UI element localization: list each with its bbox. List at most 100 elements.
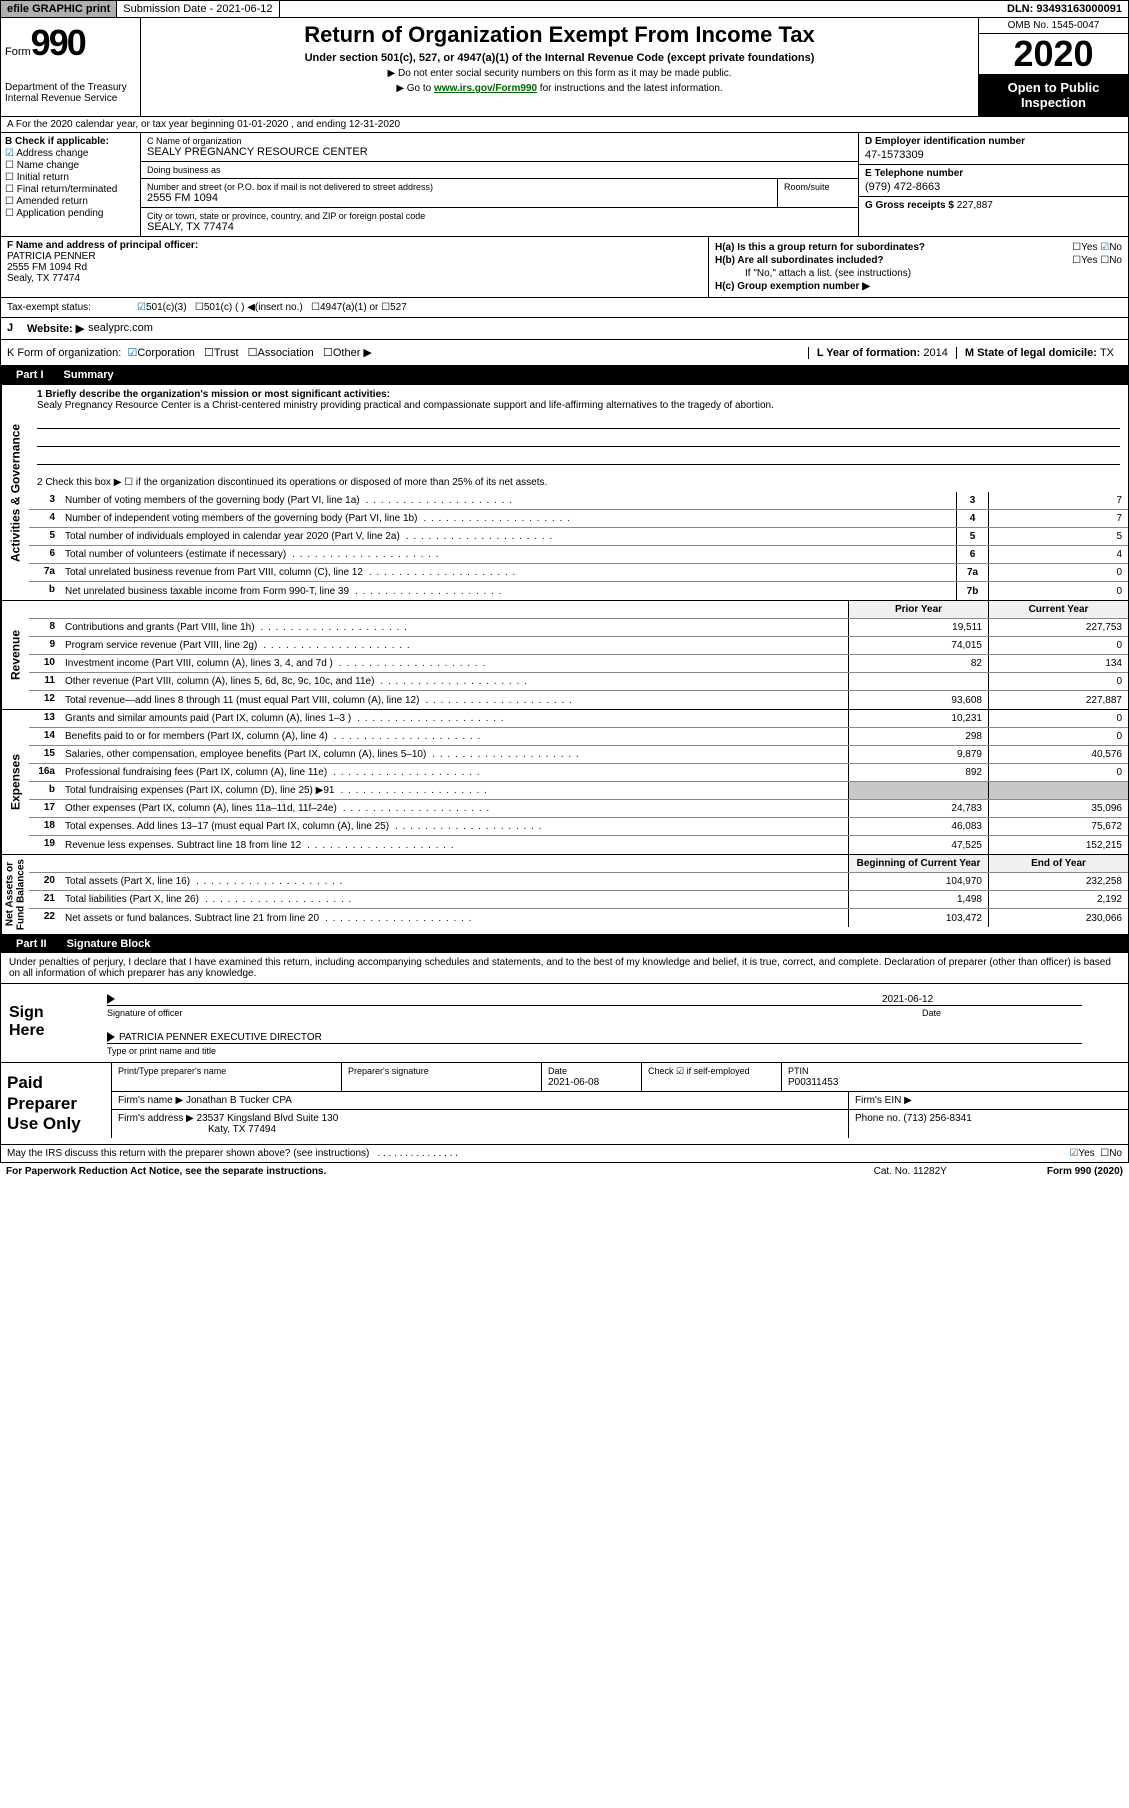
- summary-q2: 2 Check this box ▶ ☐ if the organization…: [29, 473, 1128, 492]
- table-row: 20Total assets (Part X, line 16)104,9702…: [29, 873, 1128, 891]
- prior-year-value: 74,015: [848, 637, 988, 654]
- f-name: PATRICIA PENNER: [7, 251, 702, 262]
- discuss-yesno: ☑Yes ☐No: [1069, 1148, 1122, 1159]
- row-desc: Total assets (Part X, line 16): [61, 873, 848, 890]
- irs-link[interactable]: www.irs.gov/Form990: [434, 83, 537, 94]
- row-num: 10: [29, 655, 61, 672]
- prior-year-value: 892: [848, 764, 988, 781]
- blank-num-2: [29, 855, 61, 872]
- print-name-label: Print/Type preparer's name: [118, 1066, 226, 1076]
- paperwork-notice: For Paperwork Reduction Act Notice, see …: [6, 1166, 326, 1177]
- ein-row: D Employer identification number 47-1573…: [859, 133, 1128, 165]
- paid-preparer-label: Paid Preparer Use Only: [1, 1063, 111, 1144]
- checkbox-amended-return[interactable]: ☐ Amended return: [5, 196, 136, 207]
- paid-row-3: Firm's address ▶ 23537 Kingsland Blvd Su…: [111, 1110, 1128, 1138]
- discuss-no: No: [1109, 1148, 1122, 1159]
- col-b-checkboxes: B Check if applicable: ☑ Address change☐…: [1, 133, 141, 236]
- checkbox-application-pending[interactable]: ☐ Application pending: [5, 208, 136, 219]
- omb-number: OMB No. 1545-0047: [979, 18, 1128, 34]
- row-desc: Benefits paid to or for members (Part IX…: [61, 728, 848, 745]
- sig-sub-2: Type or print name and title: [107, 1046, 1122, 1056]
- row-desc: Net unrelated business taxable income fr…: [61, 582, 956, 600]
- blank-line-3: [37, 451, 1120, 465]
- row-desc: Total liabilities (Part X, line 26): [61, 891, 848, 908]
- gross-value: 227,887: [957, 200, 993, 211]
- sig-declaration: Under penalties of perjury, I declare th…: [1, 953, 1128, 983]
- current-year-value: 232,258: [988, 873, 1128, 890]
- print-name-cell: Print/Type preparer's name: [111, 1063, 341, 1091]
- row-num: 18: [29, 818, 61, 835]
- form-note-1: ▶ Do not enter social security numbers o…: [151, 68, 968, 79]
- row-num: 7a: [29, 564, 61, 581]
- sig-officer-blank: [119, 994, 882, 1005]
- current-year-value: 227,887: [988, 691, 1128, 709]
- netassets-body: Beginning of Current Year End of Year 20…: [29, 855, 1128, 934]
- org-name-row: C Name of organization SEALY PREGNANCY R…: [141, 133, 858, 162]
- suite-label: Room/suite: [784, 182, 852, 192]
- firm-name-label: Firm's name ▶: [118, 1095, 183, 1106]
- blank-desc-2: [61, 855, 848, 872]
- begin-year-header: Beginning of Current Year: [848, 855, 988, 872]
- checkbox-final-return-terminated[interactable]: ☐ Final return/terminated: [5, 184, 136, 195]
- form-subtitle: Under section 501(c), 527, or 4947(a)(1)…: [151, 52, 968, 64]
- checkbox-501c3-icon: ☑: [137, 302, 146, 313]
- row-num: 4: [29, 510, 61, 527]
- prior-year-value: 103,472: [848, 909, 988, 927]
- row-num: 16a: [29, 764, 61, 781]
- current-year-value: [988, 782, 1128, 799]
- header-right: OMB No. 1545-0047 2020 Open to Public In…: [978, 18, 1128, 116]
- table-row: 15Salaries, other compensation, employee…: [29, 746, 1128, 764]
- hb-no: No: [1109, 255, 1122, 266]
- m-cell: M State of legal domicile: TX: [956, 347, 1122, 359]
- prior-year-value: 46,083: [848, 818, 988, 835]
- phone-row: E Telephone number (979) 472-8663: [859, 165, 1128, 197]
- efile-graphic-print[interactable]: efile GRAPHIC print: [1, 1, 117, 17]
- dln-value: 93493163000091: [1036, 3, 1122, 15]
- row-a-tax-year: A For the 2020 calendar year, or tax yea…: [0, 117, 1129, 133]
- checkbox-initial-return[interactable]: ☐ Initial return: [5, 172, 136, 183]
- row-num: 14: [29, 728, 61, 745]
- form-note-2: ▶ Go to www.irs.gov/Form990 for instruct…: [151, 83, 968, 94]
- ha-label: H(a) Is this a group return for subordin…: [715, 242, 925, 253]
- row-box: 7a: [956, 564, 988, 581]
- table-row: 11Other revenue (Part VIII, column (A), …: [29, 673, 1128, 691]
- signature-section: Under penalties of perjury, I declare th…: [0, 953, 1129, 1063]
- org-name-label: C Name of organization: [147, 136, 852, 146]
- row-desc: Program service revenue (Part VIII, line…: [61, 637, 848, 654]
- side-revenue: Revenue: [1, 601, 29, 709]
- top-bar: efile GRAPHIC print Submission Date - 20…: [0, 0, 1129, 18]
- prep-sig-label: Preparer's signature: [348, 1066, 429, 1076]
- table-row: 13Grants and similar amounts paid (Part …: [29, 710, 1128, 728]
- h-group-return: H(a) Is this a group return for subordin…: [708, 237, 1128, 297]
- dln-cell: DLN: 93493163000091: [1001, 1, 1128, 17]
- opt-trust: Trust: [214, 347, 239, 359]
- table-row: bTotal fundraising expenses (Part IX, co…: [29, 782, 1128, 800]
- row-num: 22: [29, 909, 61, 927]
- row-value: 4: [988, 546, 1128, 563]
- current-year-value: 0: [988, 673, 1128, 690]
- row-num: 9: [29, 637, 61, 654]
- current-year-value: 0: [988, 637, 1128, 654]
- checkbox-name-change[interactable]: ☐ Name change: [5, 160, 136, 171]
- row-value: 7: [988, 492, 1128, 509]
- checkbox-address-change[interactable]: ☑ Address change: [5, 148, 136, 159]
- row-num: 20: [29, 873, 61, 890]
- opt-assoc: Association: [258, 347, 314, 359]
- firm-addr2-value: Katy, TX 77494: [208, 1124, 276, 1135]
- prior-year-value: 10,231: [848, 710, 988, 727]
- street-value: 2555 FM 1094: [147, 192, 771, 204]
- prior-year-value: 9,879: [848, 746, 988, 763]
- l-cell: L Year of formation: 2014: [808, 347, 956, 359]
- revenue-table: Revenue Prior Year Current Year 8Contrib…: [0, 601, 1129, 710]
- ha-yes: Yes: [1081, 242, 1097, 253]
- row-num: 17: [29, 800, 61, 817]
- sig-name-title-value: PATRICIA PENNER EXECUTIVE DIRECTOR: [119, 1032, 1082, 1043]
- submission-date-cell: Submission Date - 2021-06-12: [117, 1, 279, 17]
- firm-phone-label: Phone no.: [855, 1113, 903, 1124]
- prior-year-value: 104,970: [848, 873, 988, 890]
- sig-sub-1: Signature of officer Date: [107, 1008, 1122, 1018]
- table-row: 7aTotal unrelated business revenue from …: [29, 564, 1128, 582]
- row-desc: Net assets or fund balances. Subtract li…: [61, 909, 848, 927]
- checkbox-corp-icon: ☑: [127, 346, 137, 359]
- discuss-row: May the IRS discuss this return with the…: [0, 1145, 1129, 1163]
